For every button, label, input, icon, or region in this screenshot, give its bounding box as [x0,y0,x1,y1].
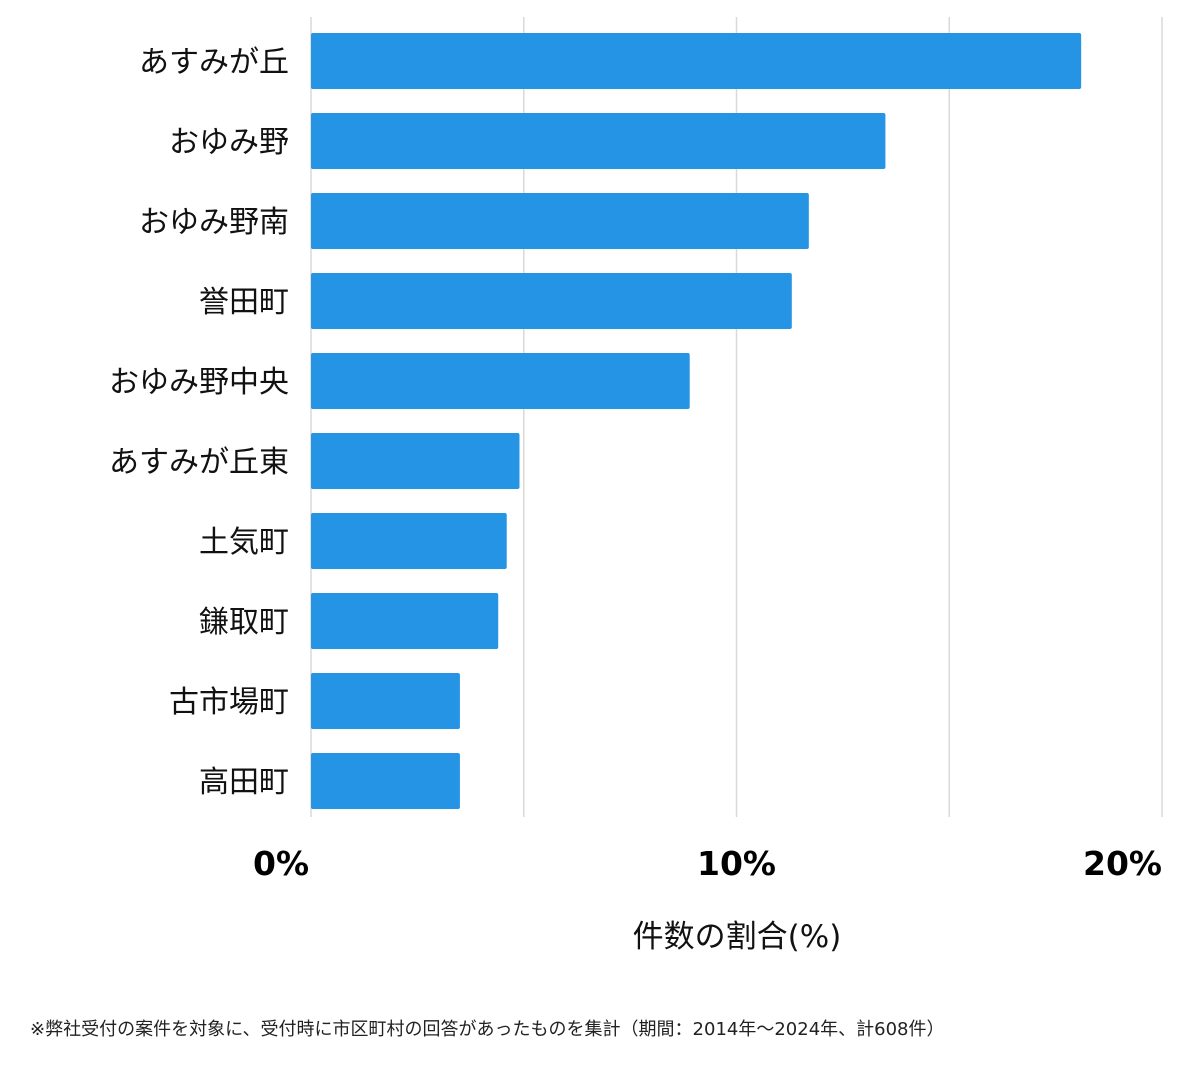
x-tick-label-1: 10% [697,844,776,883]
bars [311,33,1082,809]
bar-5 [311,433,520,489]
category-label-2: おゆみ野南 [139,205,289,240]
category-label-0: あすみが丘 [139,45,289,80]
x-tick-label-2: 20% [1083,844,1162,883]
category-label-8: 古市場町 [169,685,289,720]
bar-0 [311,33,1082,89]
bar-8 [311,673,460,729]
category-label-1: おゆみ野 [169,125,289,160]
bar-1 [311,113,886,169]
bar-6 [311,513,507,569]
bar-9 [311,753,460,809]
footnote: ※弊社受付の案件を対象に、受付時に市区町村の回答があったものを集計（期間：201… [30,1019,945,1040]
category-label-4: おゆみ野中央 [109,365,289,400]
x-axis-title: 件数の割合(%) [633,919,842,955]
bar-2 [311,193,809,249]
category-label-6: 土気町 [199,525,289,560]
x-tick-labels: 0% 10% 20% [253,844,1162,883]
category-labels: あすみが丘おゆみ野おゆみ野南誉田町おゆみ野中央あすみが丘東土気町鎌取町古市場町高… [109,45,289,800]
bar-3 [311,273,792,329]
bar-7 [311,593,499,649]
x-tick-label-0: 0% [253,844,309,883]
category-label-7: 鎌取町 [199,605,289,640]
category-label-3: 誉田町 [199,285,289,320]
bar-4 [311,353,690,409]
category-label-9: 高田町 [199,765,289,800]
category-label-5: あすみが丘東 [109,445,289,480]
